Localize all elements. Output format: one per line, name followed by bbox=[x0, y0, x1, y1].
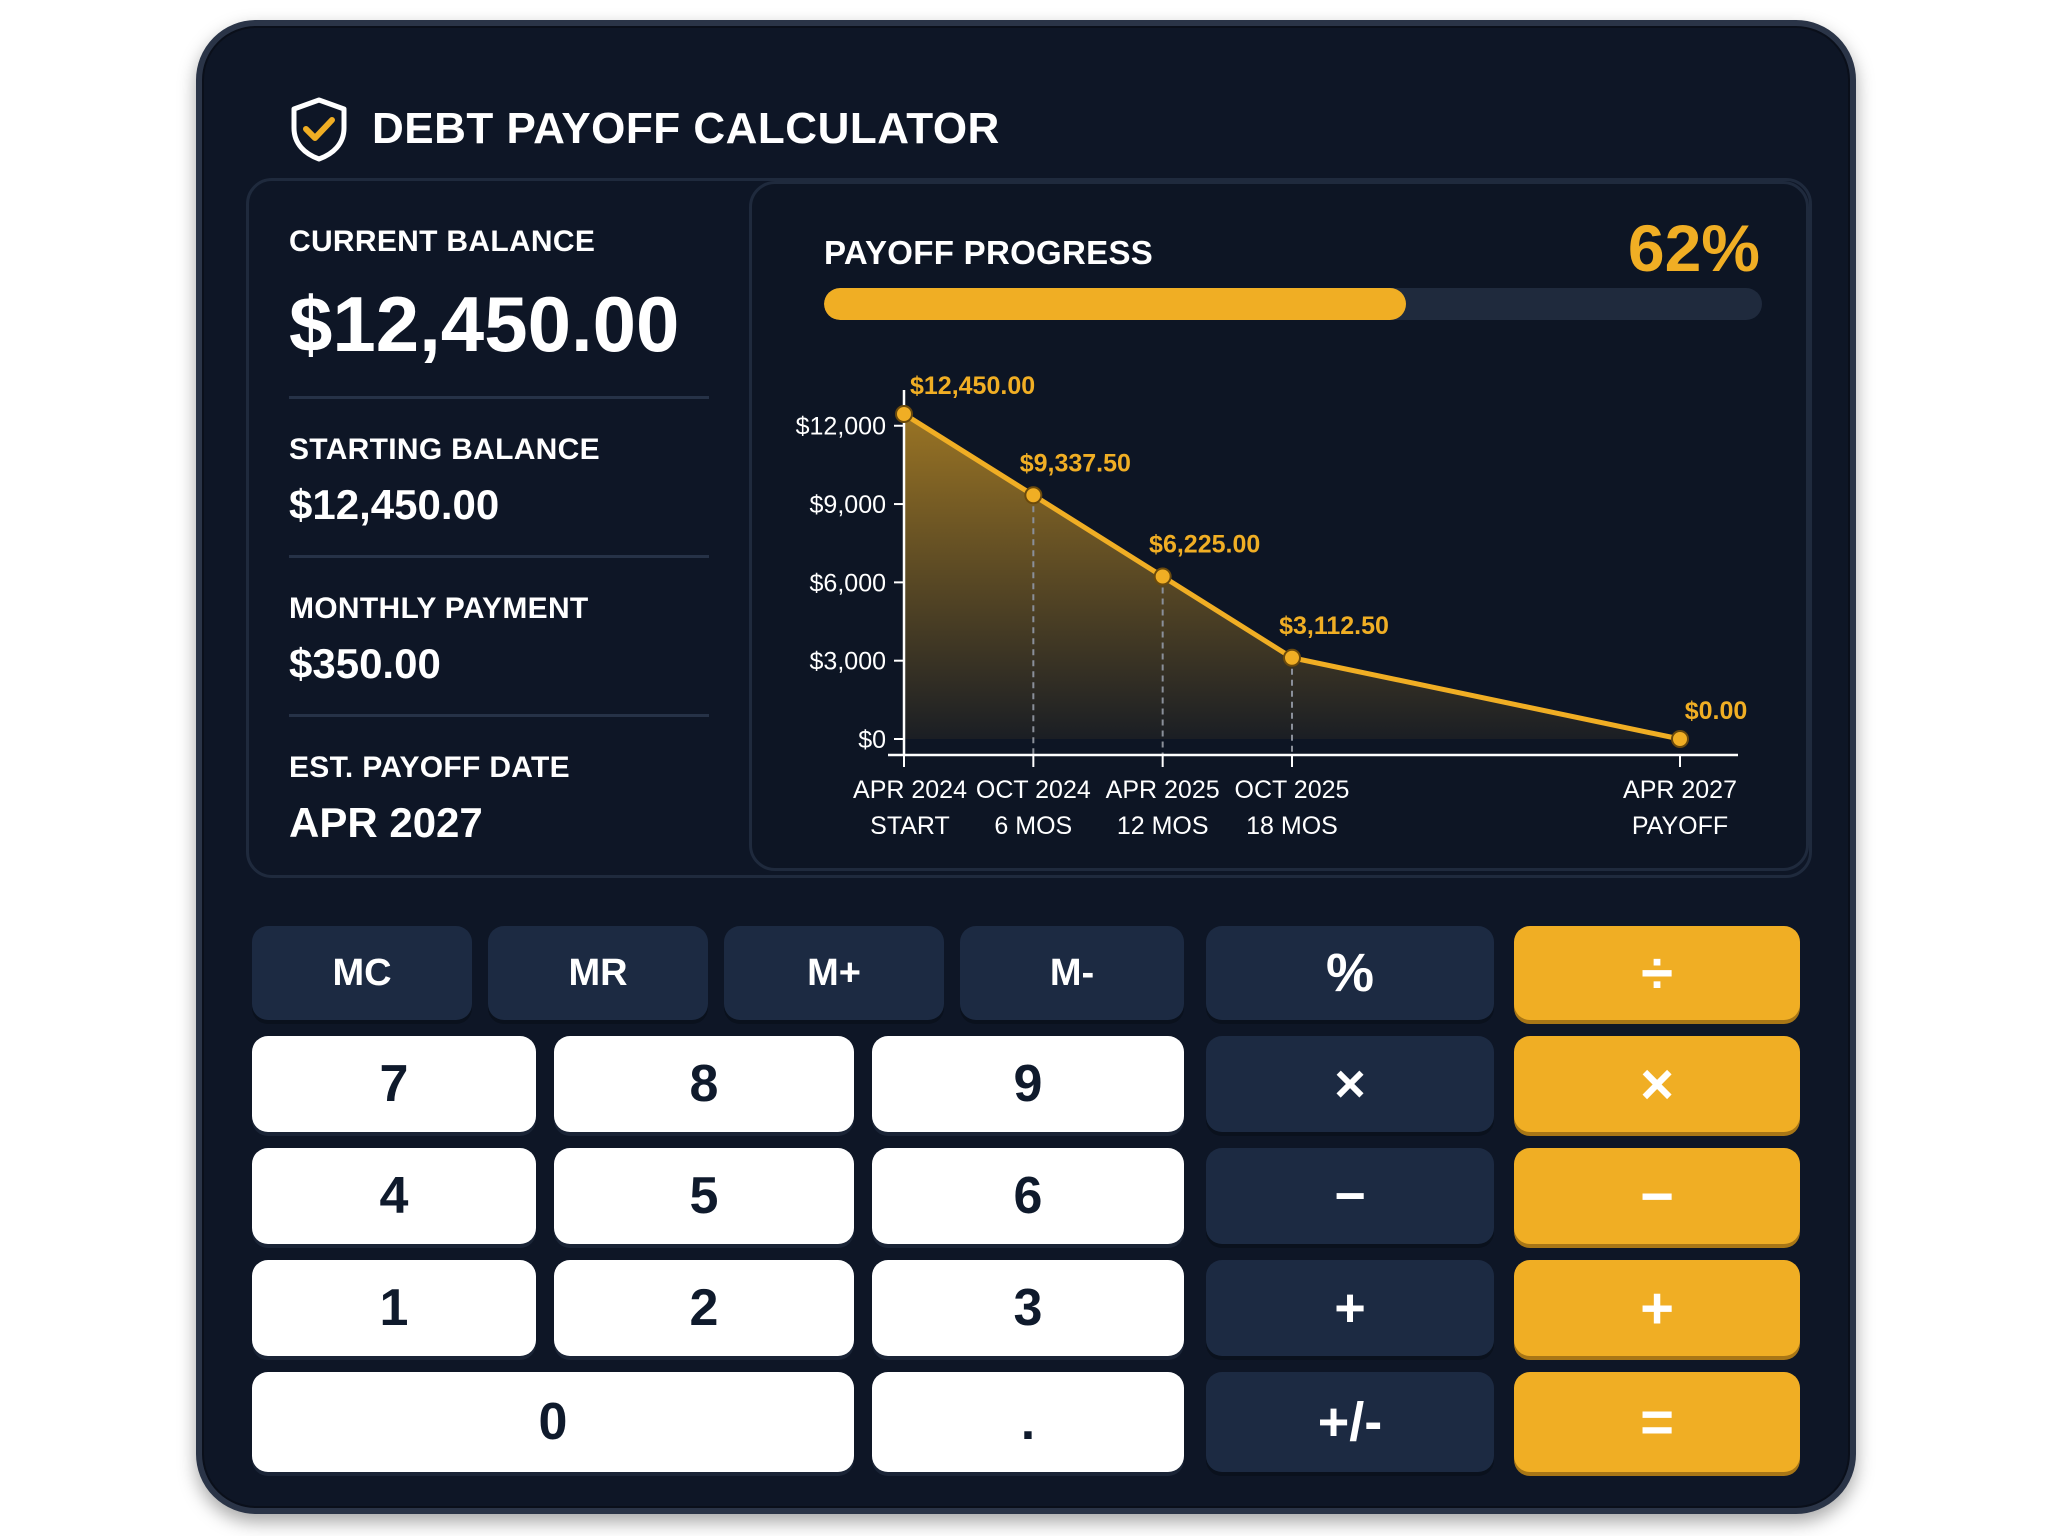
divider bbox=[289, 396, 709, 399]
x-tick-sublabel: START bbox=[870, 812, 950, 840]
summary-panel: CURRENT BALANCE $12,450.00 STARTING BALA… bbox=[246, 178, 1812, 878]
plus-button[interactable]: + bbox=[1206, 1260, 1494, 1356]
current-balance-value: $12,450.00 bbox=[289, 280, 680, 368]
payoff-progress-card: PAYOFF PROGRESS 62% $0 $3,000 $6,000 $9,000… bbox=[749, 181, 1809, 871]
progress-bar-fill bbox=[824, 288, 1406, 320]
y-tick-label: $0 bbox=[858, 726, 886, 754]
divider bbox=[289, 555, 709, 558]
digit-0-button[interactable]: 0 bbox=[252, 1372, 854, 1472]
calculator-window: DEBT PAYOFF CALCULATOR CURRENT BALANCE $… bbox=[196, 20, 1856, 1514]
memory-subtract-button[interactable]: M- bbox=[960, 926, 1184, 1020]
data-point bbox=[1283, 648, 1301, 667]
digit-1-button[interactable]: 1 bbox=[252, 1260, 536, 1356]
x-tick-sublabel: PAYOFF bbox=[1632, 812, 1728, 840]
monthly-payment-value: $350.00 bbox=[289, 640, 441, 687]
starting-balance-group: STARTING BALANCE $12,450.00 bbox=[289, 433, 709, 529]
digit-5-button[interactable]: 5 bbox=[554, 1148, 854, 1244]
starting-balance-label: STARTING BALANCE bbox=[289, 433, 600, 466]
digit-9-button[interactable]: 9 bbox=[872, 1036, 1184, 1132]
sign-toggle-button[interactable]: +/- bbox=[1206, 1372, 1494, 1472]
data-point bbox=[895, 405, 913, 423]
digit-3-button[interactable]: 3 bbox=[872, 1260, 1184, 1356]
y-tick-label: $12,000 bbox=[796, 413, 886, 441]
monthly-payment-label: MONTHLY PAYMENT bbox=[289, 592, 589, 625]
memory-clear-button[interactable]: MC bbox=[252, 926, 472, 1020]
digit-2-button[interactable]: 2 bbox=[554, 1260, 854, 1356]
progress-bar bbox=[824, 288, 1762, 320]
payoff-date-group: EST. PAYOFF DATE APR 2027 bbox=[289, 751, 709, 847]
plus-accent-button[interactable]: + bbox=[1514, 1260, 1800, 1356]
digit-8-button[interactable]: 8 bbox=[554, 1036, 854, 1132]
balance-area bbox=[904, 414, 1680, 739]
percent-button[interactable]: % bbox=[1206, 926, 1494, 1020]
monthly-payment-group: MONTHLY PAYMENT $350.00 bbox=[289, 592, 709, 688]
multiply-button[interactable]: × bbox=[1206, 1036, 1494, 1132]
x-tick-sublabel: 6 MOS bbox=[994, 812, 1072, 840]
x-tick-label: APR 2025 bbox=[1106, 776, 1220, 804]
payoff-date-value: APR 2027 bbox=[289, 799, 483, 846]
memory-recall-button[interactable]: MR bbox=[488, 926, 708, 1020]
digit-7-button[interactable]: 7 bbox=[252, 1036, 536, 1132]
balance-chart: $0 $3,000 $6,000 $9,000 $12,000 APR 2024 START… bbox=[796, 372, 1748, 840]
minus-accent-button[interactable]: − bbox=[1514, 1148, 1800, 1244]
x-tick-sublabel: 18 MOS bbox=[1246, 812, 1338, 840]
data-label: $0.00 bbox=[1685, 697, 1748, 725]
x-tick-label: APR 2024 bbox=[853, 776, 967, 804]
digit-4-button[interactable]: 4 bbox=[252, 1148, 536, 1244]
data-label: $3,112.50 bbox=[1279, 612, 1389, 640]
y-tick-label: $9,000 bbox=[810, 491, 886, 519]
data-point bbox=[1671, 730, 1689, 748]
minus-button[interactable]: − bbox=[1206, 1148, 1494, 1244]
x-tick-label: OCT 2025 bbox=[1235, 776, 1350, 804]
x-tick-label: OCT 2024 bbox=[976, 776, 1091, 804]
current-balance-label: CURRENT BALANCE bbox=[289, 225, 596, 258]
data-point bbox=[1024, 486, 1043, 505]
shield-check-icon bbox=[291, 97, 347, 162]
digit-6-button[interactable]: 6 bbox=[872, 1148, 1184, 1244]
balance-summary: CURRENT BALANCE $12,450.00 STARTING BALA… bbox=[289, 225, 709, 847]
app-title: DEBT PAYOFF CALCULATOR bbox=[372, 104, 1000, 153]
progress-label: PAYOFF PROGRESS bbox=[824, 234, 1154, 271]
x-tick-sublabel: 12 MOS bbox=[1117, 812, 1209, 840]
header: DEBT PAYOFF CALCULATOR bbox=[288, 94, 1000, 164]
y-tick-label: $6,000 bbox=[810, 569, 886, 597]
starting-balance-value: $12,450.00 bbox=[289, 481, 500, 528]
divider bbox=[289, 714, 709, 717]
divide-button[interactable]: ÷ bbox=[1514, 926, 1800, 1020]
decimal-point-button[interactable]: . bbox=[872, 1372, 1184, 1472]
progress-percent: 62% bbox=[1627, 211, 1760, 285]
data-point bbox=[1153, 567, 1172, 586]
multiply-accent-button[interactable]: × bbox=[1514, 1036, 1800, 1132]
data-label: $9,337.50 bbox=[1020, 449, 1131, 477]
x-tick-label: APR 2027 bbox=[1623, 776, 1737, 804]
y-tick-label: $3,000 bbox=[810, 648, 886, 676]
equals-button[interactable]: = bbox=[1514, 1372, 1800, 1472]
payoff-date-label: EST. PAYOFF DATE bbox=[289, 751, 570, 784]
data-label: $12,450.00 bbox=[910, 372, 1035, 400]
current-balance-group: CURRENT BALANCE $12,450.00 bbox=[289, 225, 709, 370]
memory-add-button[interactable]: M+ bbox=[724, 926, 944, 1020]
data-label: $6,225.00 bbox=[1149, 531, 1260, 559]
